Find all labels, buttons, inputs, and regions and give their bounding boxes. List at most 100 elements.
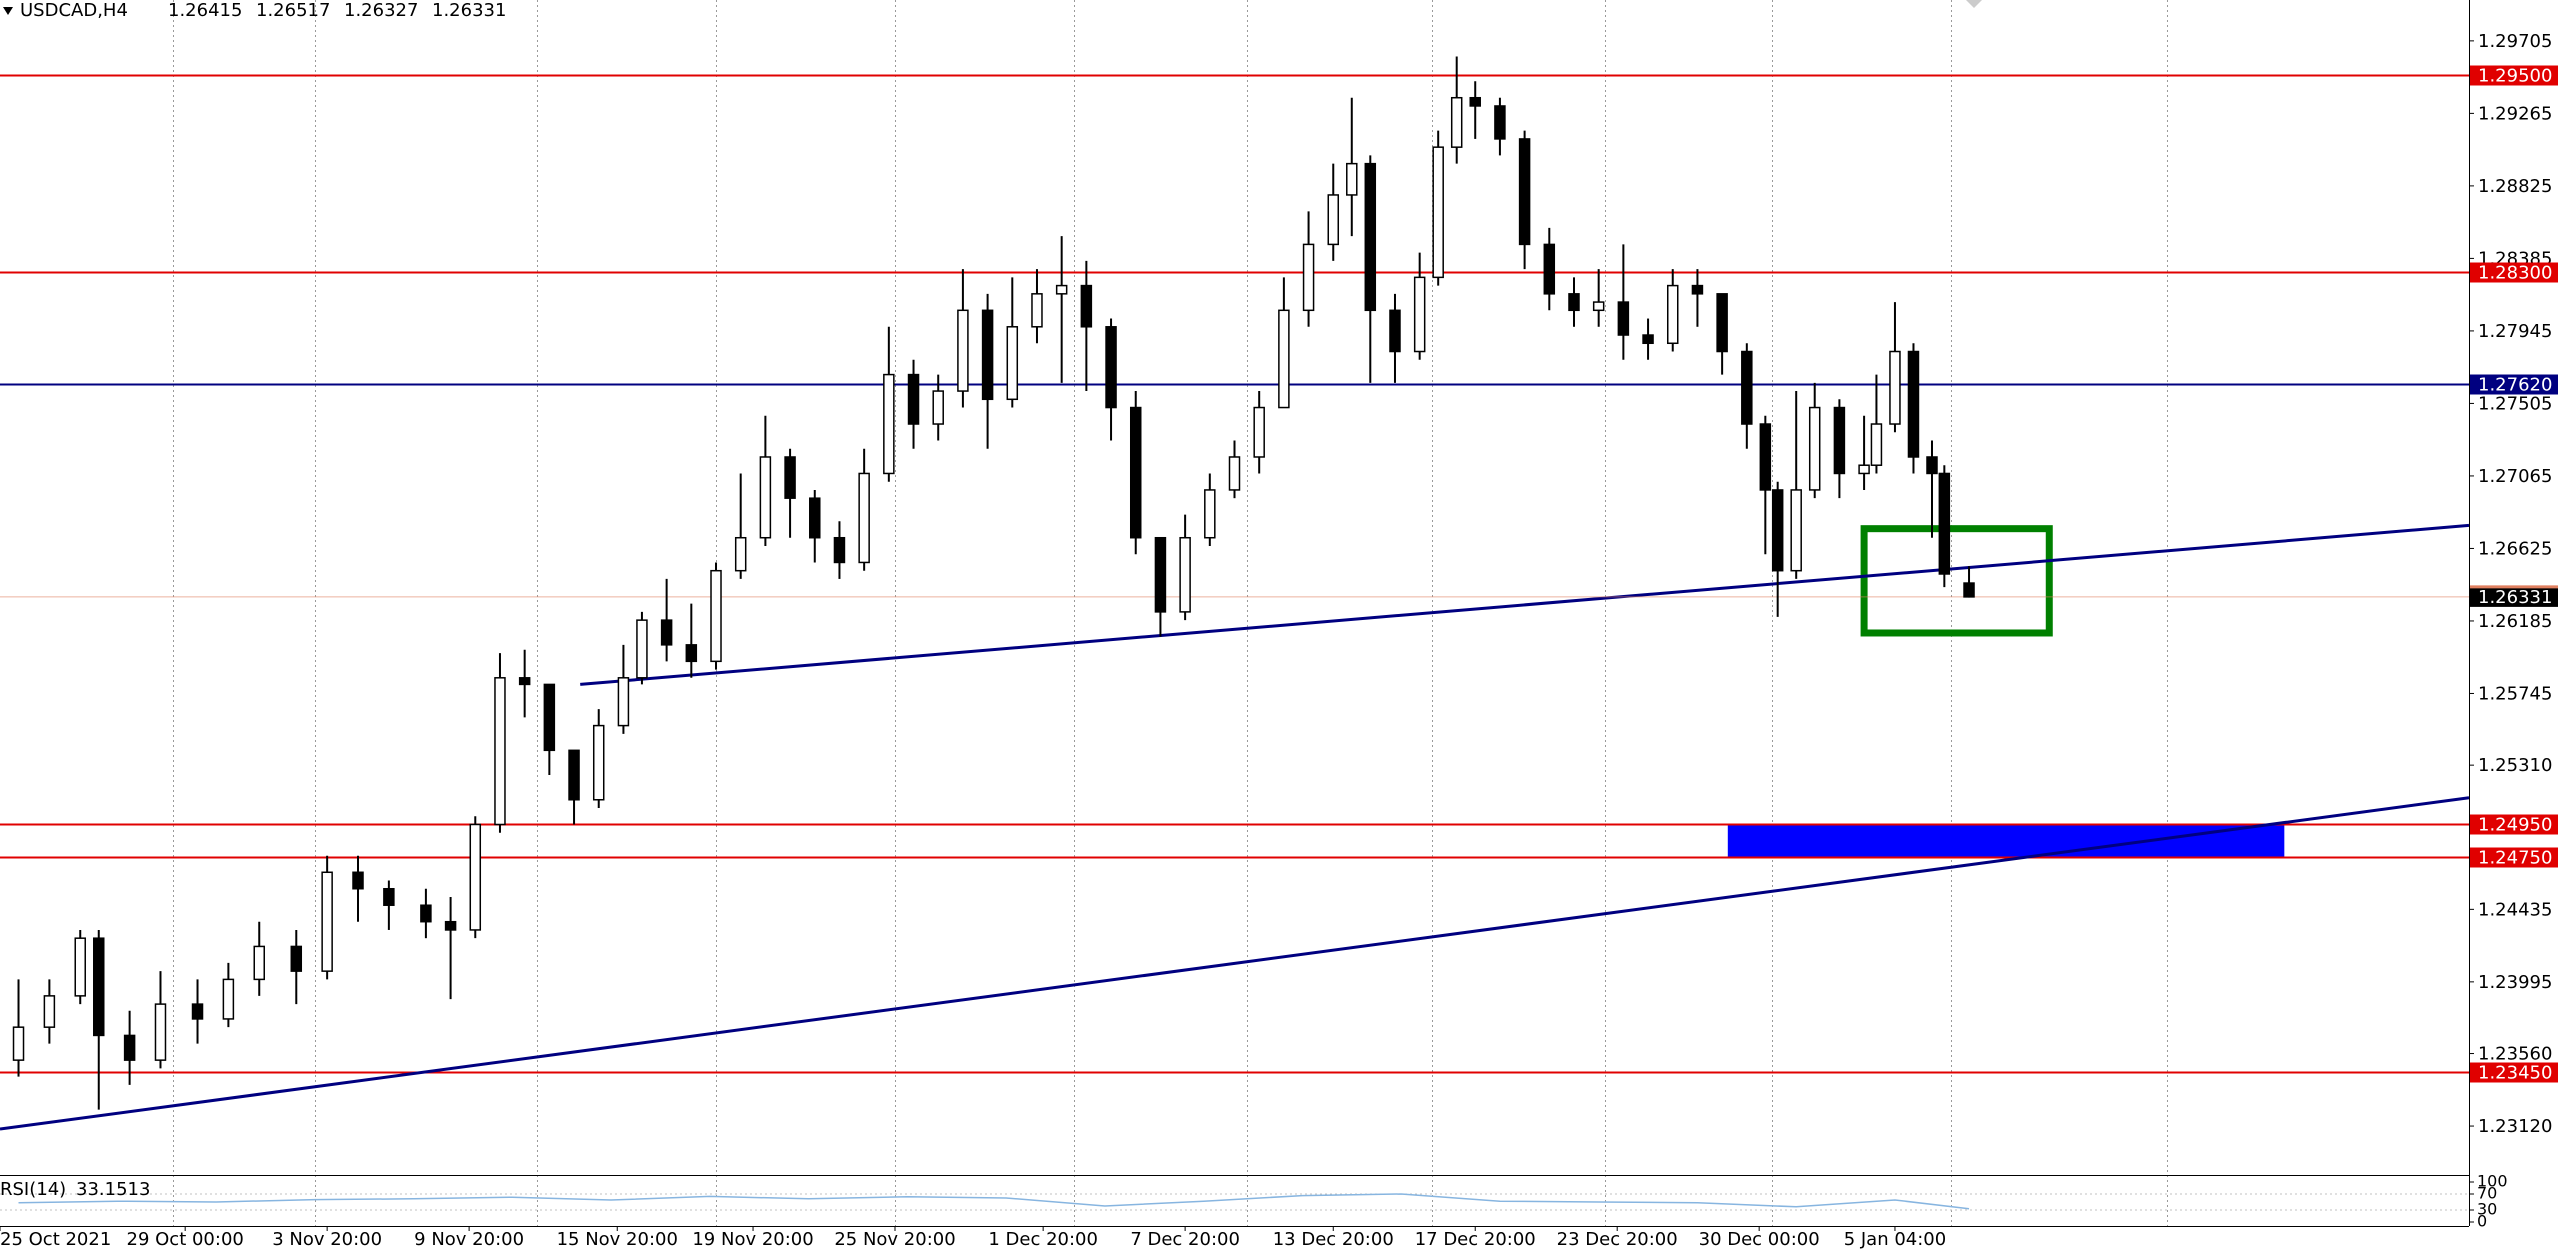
level-label: 1.28300 [2478, 263, 2552, 284]
candle-body [1450, 96, 1463, 148]
candle-body [1364, 162, 1377, 312]
y-tick-label: 1.24435 [2478, 899, 2552, 920]
level-label: 1.27620 [2478, 375, 2552, 396]
trendline [0, 796, 2470, 1131]
candle-body [592, 724, 605, 801]
symbol-menu-arrow[interactable] [3, 7, 13, 15]
header-low: 1.26327 [344, 0, 418, 21]
rsi-tick-label: 70 [2477, 1184, 2497, 1203]
axes-layer: 1.297051.292651.288251.283851.279451.275… [0, 31, 2558, 1250]
scroll-marker [1966, 0, 1982, 8]
x-tick-label: 25 Oct 2021 [0, 1229, 111, 1250]
candle-body [1518, 138, 1531, 246]
candle-body [1105, 326, 1117, 409]
candle-body [469, 823, 482, 931]
current-price-label: 1.26331 [2478, 587, 2552, 608]
candle-body [1666, 284, 1679, 345]
header-close: 1.26331 [432, 0, 506, 21]
y-tick-label: 1.23120 [2478, 1116, 2552, 1137]
level-label-box [2470, 374, 2558, 395]
candle-body [290, 945, 303, 972]
candle-body [1129, 406, 1142, 539]
candle-body [617, 677, 630, 727]
y-tick-label: 1.25310 [2478, 755, 2552, 776]
candle-body [444, 920, 457, 931]
candle-body [1006, 326, 1019, 401]
candle-body [1759, 423, 1772, 491]
y-tick-label: 1.27505 [2478, 393, 2552, 414]
candle-body [1278, 309, 1290, 409]
candle-body [74, 937, 86, 997]
current-price-box [2470, 586, 2558, 607]
candle-body [833, 536, 846, 564]
candle-body [1253, 406, 1265, 458]
level-label: 1.23450 [2478, 1063, 2552, 1084]
candle-body [420, 904, 432, 923]
y-tick-label: 1.23560 [2478, 1044, 2552, 1065]
rsi-tick-label: 100 [2477, 1172, 2508, 1191]
x-tick-label: 1 Dec 20:00 [988, 1229, 1098, 1250]
candle-body [1543, 243, 1556, 295]
x-tick-label: 5 Jan 04:00 [1844, 1229, 1947, 1250]
header-high: 1.26517 [256, 0, 330, 21]
candle-body [1716, 293, 1728, 353]
candle-body [981, 309, 994, 401]
candle-body [222, 978, 235, 1020]
candle-body [1592, 301, 1605, 312]
plot-layer [0, 56, 2470, 1210]
candle-body [1568, 293, 1580, 312]
rsi-header: RSI(14) 33.1513 [0, 1179, 150, 1200]
candle-body [636, 619, 648, 679]
header: USDCAD,H4 1.26415 1.26517 1.26327 1.2633… [20, 0, 506, 21]
candle-body [1494, 105, 1506, 140]
candle-body [932, 390, 944, 425]
candle-body [1432, 146, 1444, 279]
zone [1727, 823, 2285, 858]
zone [1860, 525, 2053, 637]
y-tick-label: 1.28825 [2478, 176, 2552, 197]
x-tick-label: 15 Nov 20:00 [557, 1229, 678, 1250]
x-tick-label: 23 Dec 20:00 [1557, 1229, 1678, 1250]
candle-body [383, 887, 395, 906]
candle-body [321, 871, 333, 972]
level-label: 1.24750 [2478, 848, 2552, 869]
level-label: 1.29500 [2478, 66, 2552, 87]
candle-body [957, 309, 969, 392]
x-tick-label: 29 Oct 00:00 [127, 1229, 244, 1250]
candle-body [883, 373, 895, 475]
candle-body [1154, 536, 1167, 613]
candle-body [759, 456, 772, 539]
candle-body [1080, 284, 1093, 328]
candle-body [1031, 293, 1043, 328]
candle-body [1617, 301, 1630, 336]
level-label-box [2470, 262, 2558, 283]
candle-body [1771, 489, 1784, 572]
candle-body [1691, 284, 1704, 295]
level-label-box [2470, 814, 2558, 835]
rsi-name: RSI(14) [0, 1179, 66, 1200]
header-open: 1.26415 [168, 0, 242, 21]
candle-body [1833, 406, 1846, 475]
x-tick-label: 13 Dec 20:00 [1273, 1229, 1394, 1250]
grid-layer [0, 0, 2469, 1226]
y-tick-label: 1.29705 [2478, 31, 2552, 52]
x-tick-label: 19 Nov 20:00 [692, 1229, 813, 1250]
candle-body [494, 677, 506, 826]
candle-body [1907, 350, 1920, 458]
level-label-box [2470, 65, 2558, 86]
candle-body [518, 677, 531, 686]
candle-body [352, 871, 364, 890]
candle-body [710, 569, 722, 663]
candle-body [1302, 243, 1315, 312]
candle-body [734, 536, 747, 572]
candle-body [1228, 456, 1241, 491]
candle-body [1413, 276, 1426, 353]
candle-body [784, 456, 796, 499]
rsi-tick-label: 30 [2477, 1200, 2497, 1219]
candle-body [685, 644, 698, 663]
trendline [580, 523, 2470, 686]
y-tick-label: 1.25745 [2478, 683, 2552, 704]
candle-body [1926, 456, 1938, 475]
